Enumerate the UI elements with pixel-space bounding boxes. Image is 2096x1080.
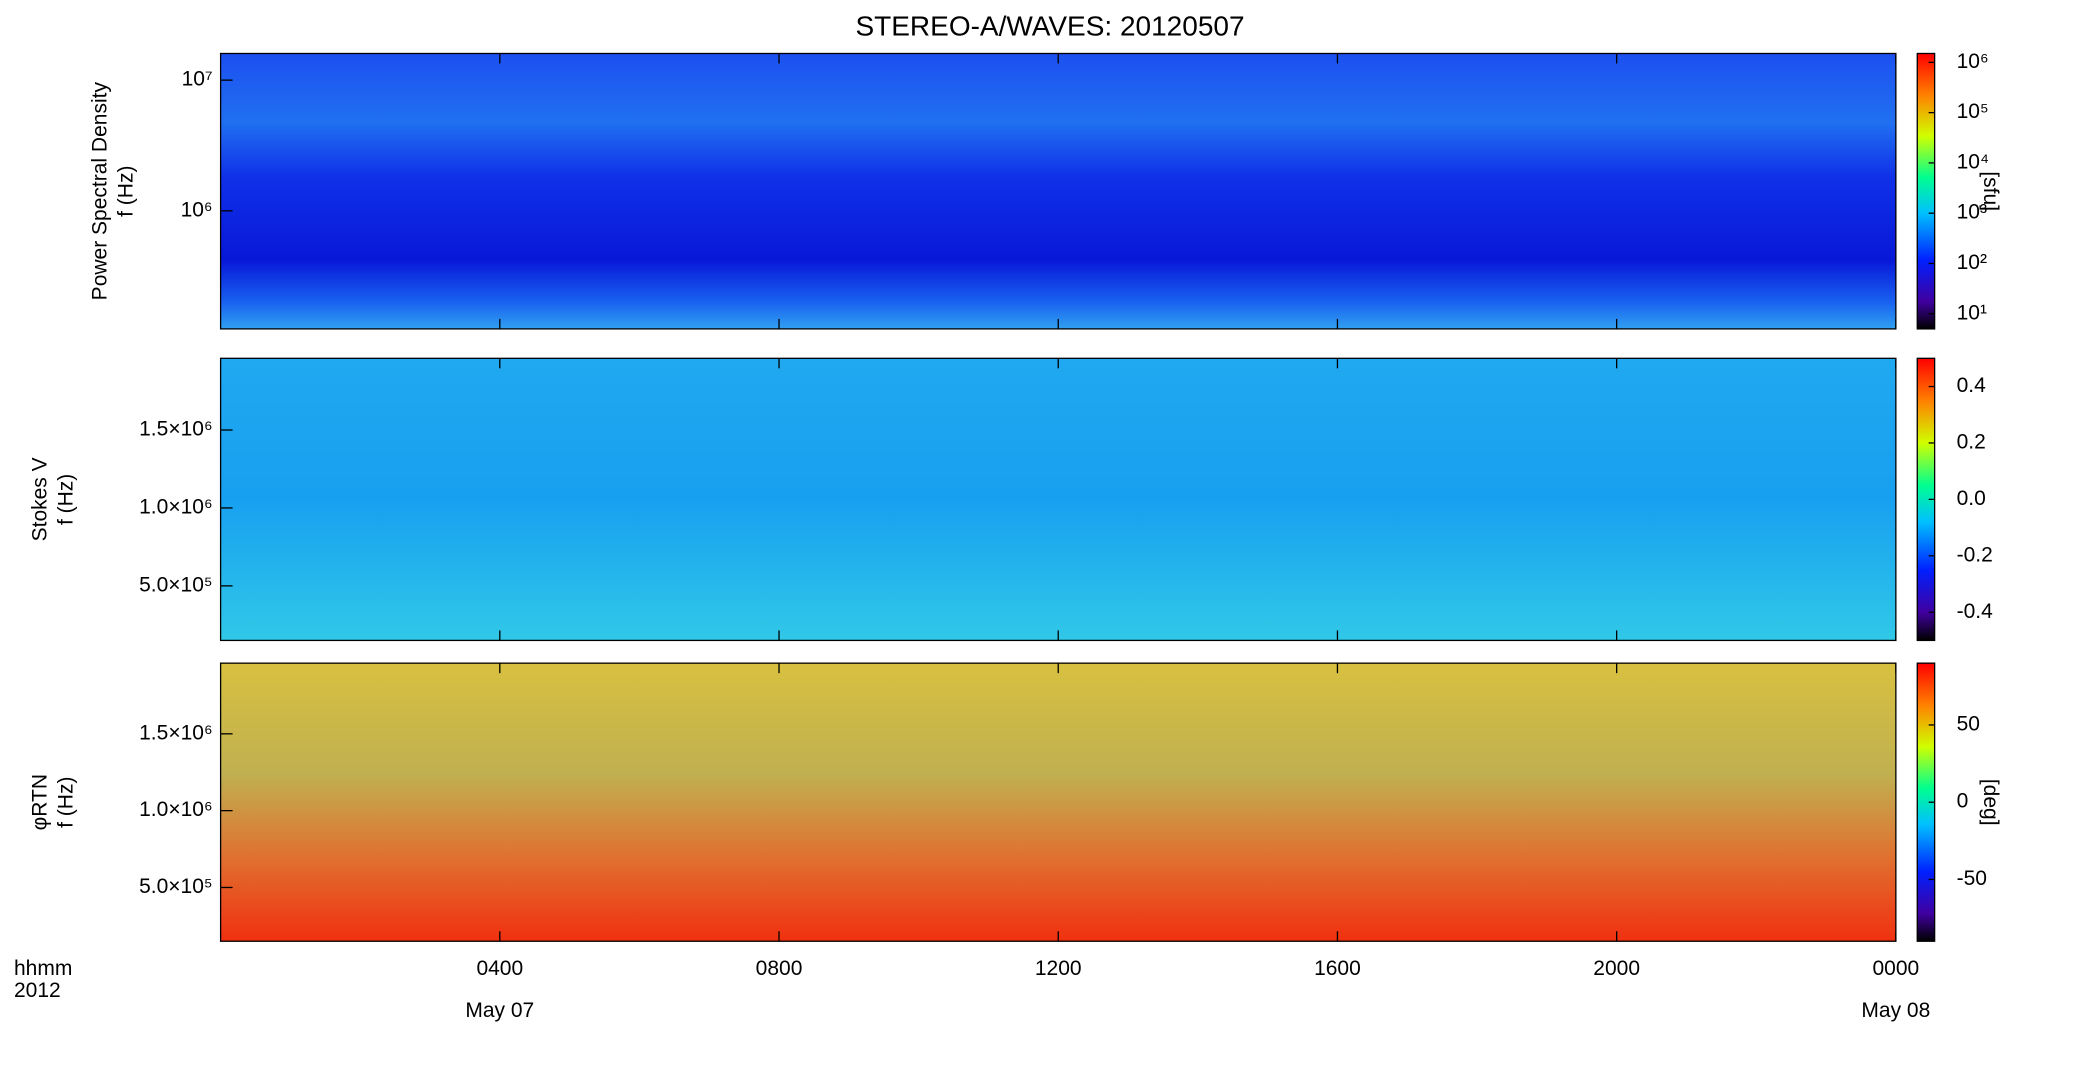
y-axis-label: φRTN xyxy=(28,774,51,830)
chart-title: STEREO-A/WAVES: 20120507 xyxy=(855,10,1244,41)
colorbar-tick-label: 10⁴ xyxy=(1957,150,1989,173)
y-tick-label: 5.0×10⁵ xyxy=(139,573,213,596)
colorbar-tick-label: 10³ xyxy=(1957,201,1987,224)
colorbar-tick-label: 10² xyxy=(1957,251,1987,274)
colorbar-tick-label: 50 xyxy=(1957,712,1980,735)
colorbar-tick-label: 0.0 xyxy=(1957,487,1986,510)
y-axis-label: f (Hz) xyxy=(54,777,77,828)
y-tick-label: 5.0×10⁵ xyxy=(139,875,213,898)
colorbar-label: [sfu] xyxy=(1979,171,2002,211)
spectrogram-image xyxy=(220,53,1896,329)
y-axis-label: Stokes V xyxy=(28,457,51,541)
colorbar xyxy=(1916,52,1936,330)
colorbar-tick-label: 0.4 xyxy=(1957,374,1987,397)
x-tick-label: 1200 xyxy=(1035,957,1082,980)
colorbar-tick-label: 10⁶ xyxy=(1957,50,1989,73)
colorbar-tick-label: 0.2 xyxy=(1957,430,1986,453)
colorbar-tick-label: -50 xyxy=(1957,867,1987,890)
x-tick-label: 1600 xyxy=(1314,957,1361,980)
y-tick-label: 1.0×10⁶ xyxy=(139,798,212,821)
y-axis-label: f (Hz) xyxy=(54,474,77,525)
x-axis-label: 2012 xyxy=(14,979,61,1002)
x-tick-label: 0800 xyxy=(756,957,803,980)
colorbar-tick-label: -0.2 xyxy=(1957,543,1993,566)
x-tick-label: 0400 xyxy=(476,957,523,980)
x-tick-label: 2000 xyxy=(1593,957,1640,980)
y-tick-label: 1.5×10⁶ xyxy=(139,418,212,441)
spectrogram-image xyxy=(220,358,1896,641)
y-axis-label: Power Spectral Density xyxy=(89,82,112,301)
colorbar-tick-label: -0.4 xyxy=(1957,600,1994,623)
y-tick-label: 1.0×10⁶ xyxy=(139,495,212,518)
y-tick-label: 1.5×10⁶ xyxy=(139,721,212,744)
colorbar-tick-label: 10¹ xyxy=(1957,301,1987,324)
x-tick-label: 0000 xyxy=(1873,957,1920,980)
x-date-label: May 07 xyxy=(465,999,534,1022)
y-tick-label: 10⁷ xyxy=(182,68,213,91)
colorbar-tick-label: 10⁵ xyxy=(1957,100,1989,123)
x-date-label: May 08 xyxy=(1861,999,1930,1022)
colorbar-label: [deg] xyxy=(1979,779,2002,826)
spectrogram-image xyxy=(220,663,1896,942)
y-axis-label: f (Hz) xyxy=(115,166,138,217)
colorbar-tick-label: 0 xyxy=(1957,790,1969,813)
y-tick-label: 10⁶ xyxy=(181,198,213,221)
x-axis-label: hhmm xyxy=(14,957,72,980)
